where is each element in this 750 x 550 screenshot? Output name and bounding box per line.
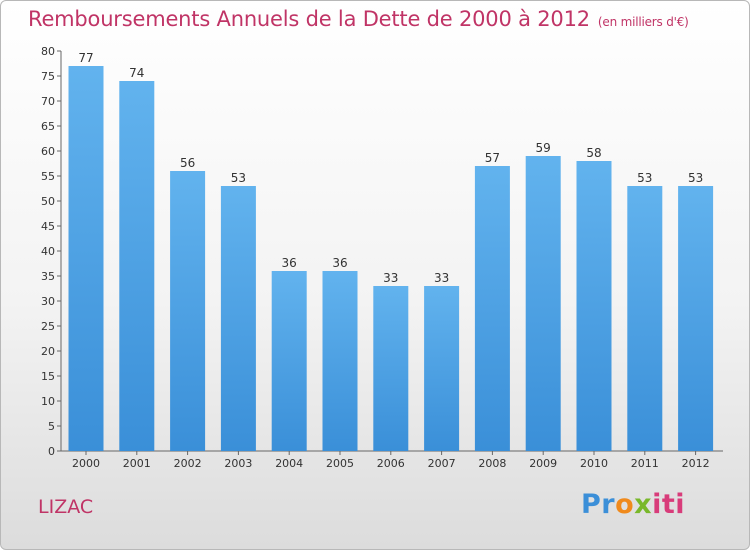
proxiti-logo: Proxiti — [581, 489, 685, 520]
x-tick-label: 2012 — [682, 457, 710, 470]
y-tick-label: 65 — [41, 120, 55, 133]
bar — [678, 186, 714, 451]
y-tick-label: 60 — [41, 145, 55, 158]
chart-unit: (en milliers d'€) — [597, 15, 689, 29]
bar — [424, 286, 460, 451]
data-label: 36 — [282, 256, 297, 270]
x-tick-label: 2010 — [580, 457, 608, 470]
data-label: 56 — [180, 156, 195, 170]
bar — [474, 166, 510, 451]
bar — [525, 156, 561, 451]
y-tick-label: 5 — [48, 420, 55, 433]
data-label: 53 — [637, 171, 652, 185]
x-tick-label: 2009 — [529, 457, 557, 470]
data-label: 58 — [586, 146, 601, 160]
x-tick-label: 2005 — [326, 457, 354, 470]
x-tick-label: 2000 — [72, 457, 100, 470]
data-label: 77 — [78, 51, 93, 65]
x-tick-label: 2007 — [428, 457, 456, 470]
bar — [322, 271, 358, 451]
y-tick-label: 80 — [41, 45, 55, 58]
chart-title: Remboursements Annuels de la Dette de 20… — [28, 7, 689, 31]
y-tick-label: 10 — [41, 395, 55, 408]
y-tick-label: 30 — [41, 295, 55, 308]
data-label: 36 — [332, 256, 347, 270]
bar — [220, 186, 256, 451]
logo-part: x — [634, 489, 653, 520]
x-tick-label: 2006 — [377, 457, 405, 470]
y-tick-label: 40 — [41, 245, 55, 258]
data-label: 33 — [434, 271, 449, 285]
bar — [373, 286, 409, 451]
commune-name: LIZAC — [38, 496, 94, 518]
bar — [68, 66, 104, 451]
logo-part: iti — [652, 489, 686, 520]
x-tick-label: 2001 — [123, 457, 151, 470]
data-label: 33 — [383, 271, 398, 285]
bar — [627, 186, 663, 451]
data-label: 74 — [129, 66, 144, 80]
y-tick-label: 15 — [41, 370, 55, 383]
bar — [119, 81, 155, 451]
y-tick-label: 75 — [41, 70, 55, 83]
bar — [271, 271, 307, 451]
chart-title-text: Remboursements Annuels de la Dette de 20… — [28, 7, 590, 31]
y-tick-label: 20 — [41, 345, 55, 358]
x-tick-label: 2003 — [224, 457, 252, 470]
x-tick-label: 2002 — [174, 457, 202, 470]
y-tick-label: 25 — [41, 320, 55, 333]
data-label: 53 — [231, 171, 246, 185]
bar — [576, 161, 612, 451]
y-tick-label: 55 — [41, 170, 55, 183]
y-tick-label: 35 — [41, 270, 55, 283]
y-tick-label: 45 — [41, 220, 55, 233]
bar — [170, 171, 206, 451]
data-label: 53 — [688, 171, 703, 185]
x-tick-label: 2004 — [275, 457, 303, 470]
data-label: 59 — [536, 141, 551, 155]
x-tick-label: 2008 — [478, 457, 506, 470]
x-tick-label: 2011 — [631, 457, 659, 470]
y-tick-label: 70 — [41, 95, 55, 108]
data-label: 57 — [485, 151, 500, 165]
logo-part: o — [615, 489, 635, 520]
y-tick-label: 0 — [48, 445, 55, 458]
y-tick-label: 50 — [41, 195, 55, 208]
logo-part: Pr — [581, 489, 616, 520]
